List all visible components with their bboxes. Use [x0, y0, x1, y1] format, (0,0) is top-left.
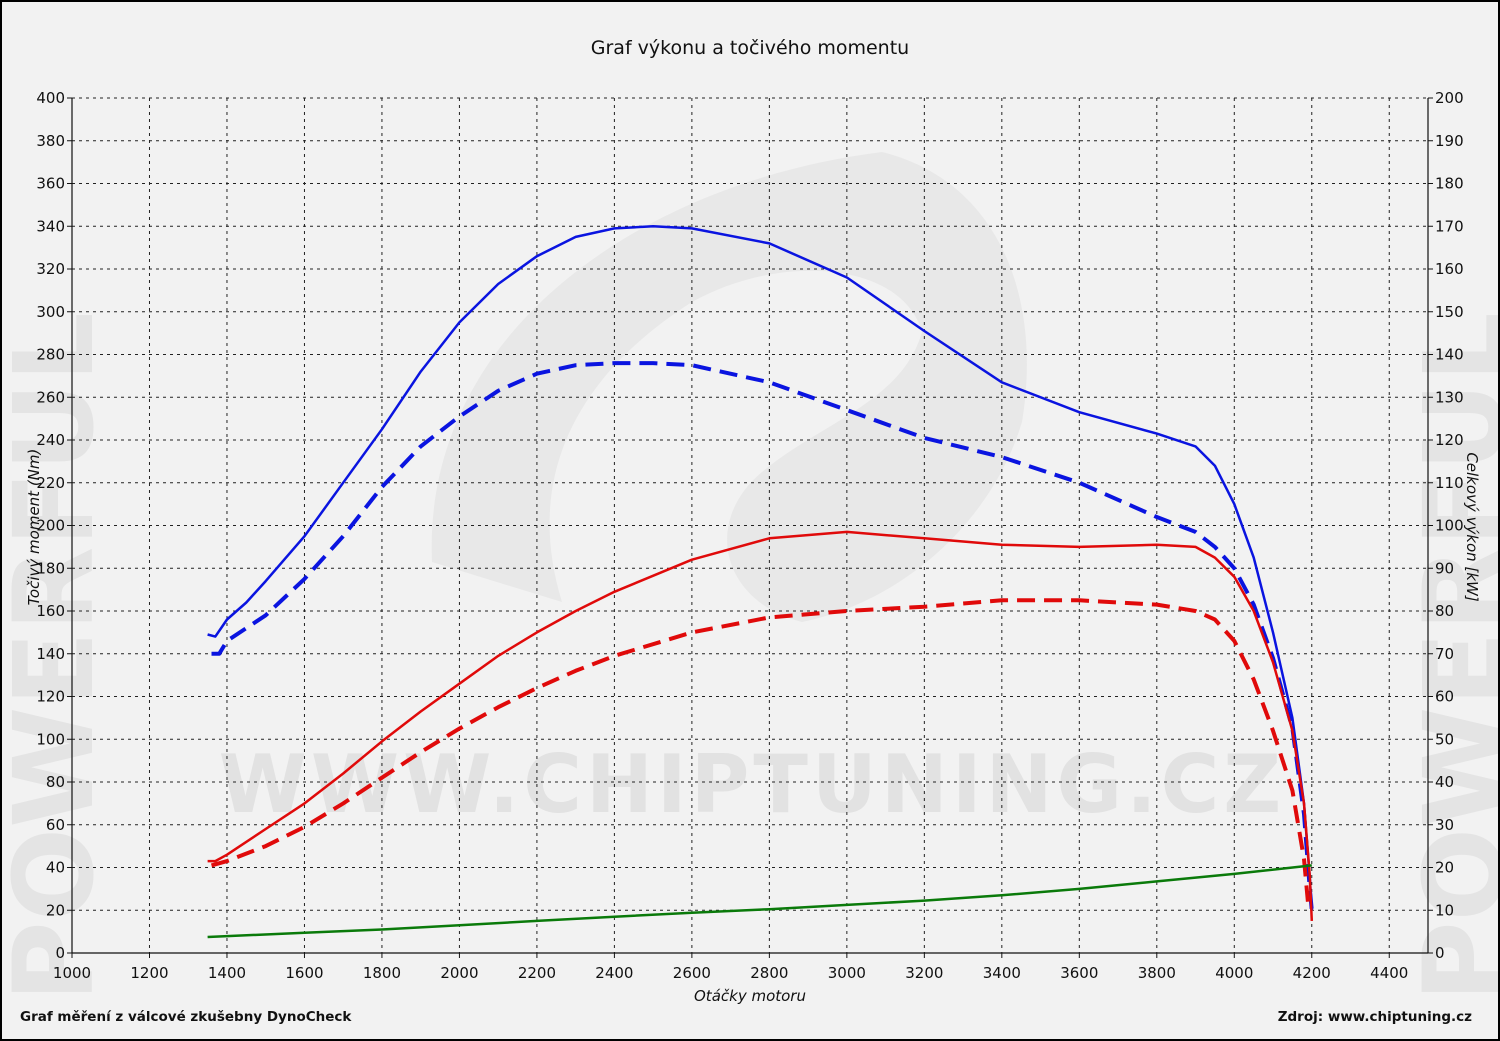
series-line-4 — [210, 598, 1310, 902]
axes — [67, 97, 1433, 958]
y-axis-label-right: Celkový výkon [kW] — [1463, 452, 1481, 602]
series — [207, 225, 1314, 939]
y-tick-label-right: 60 — [1435, 688, 1454, 706]
y-tick-label-left: 100 — [36, 730, 65, 748]
y-tick-label-left: 160 — [36, 602, 65, 620]
x-axis-label: Otáčky motoru — [694, 987, 806, 1005]
x-tick-label: 2200 — [518, 964, 556, 982]
y-tick-label-left: 20 — [46, 901, 65, 919]
y-tick-label-right: 110 — [1435, 474, 1464, 492]
x-tick-label: 3000 — [828, 964, 866, 982]
y-tick-label-right: 130 — [1435, 388, 1464, 406]
y-tick-label-right: 90 — [1435, 559, 1454, 577]
x-tick-label: 1000 — [53, 964, 91, 982]
y-axis-label-left: Točivý moment (Nm) — [25, 449, 43, 606]
watermark-side-left: POWERFUL — [2, 312, 118, 1002]
x-tick-label: 3800 — [1138, 964, 1176, 982]
x-tick-label: 4000 — [1215, 964, 1253, 982]
watermark-url: WWW.CHIPTUNING.CZ — [219, 738, 1286, 831]
y-tick-label-right: 100 — [1435, 517, 1464, 535]
y-tick-label-left: 60 — [46, 816, 65, 834]
y-tick-label-right: 50 — [1435, 730, 1454, 748]
y-tick-label-right: 170 — [1435, 217, 1464, 235]
y-tick-label-left: 400 — [36, 89, 65, 107]
y-tick-label-left: 280 — [36, 346, 65, 364]
y-tick-label-right: 10 — [1435, 901, 1454, 919]
y-tick-label-right: 120 — [1435, 431, 1464, 449]
footer-credit: Zdroj: www.chiptuning.cz — [1278, 1009, 1472, 1025]
x-tick-label: 4200 — [1293, 964, 1331, 982]
series-line-5 — [207, 864, 1312, 939]
y-tick-label-left: 120 — [36, 688, 65, 706]
x-tick-label: 2400 — [595, 964, 633, 982]
x-tick-label: 3600 — [1060, 964, 1098, 982]
y-tick-label-left: 220 — [36, 474, 65, 492]
y-tick-label-right: 0 — [1435, 944, 1445, 962]
y-tick-label-right: 20 — [1435, 859, 1454, 877]
x-tick-label: 1800 — [363, 964, 401, 982]
x-tick-label: 2000 — [440, 964, 478, 982]
y-tick-label-right: 70 — [1435, 645, 1454, 663]
y-tick-label-left: 380 — [36, 132, 65, 150]
series-line-1 — [207, 225, 1314, 911]
tick-labels: 1000 1200 1400 1600 1800 2000 2200 2400 2600 2800… — [36, 89, 1463, 982]
y-tick-label-right: 80 — [1435, 602, 1454, 620]
footer-source-note: Graf měření z válcové zkušebny DynoCheck — [20, 1009, 352, 1025]
y-tick-label-left: 40 — [46, 859, 65, 877]
y-tick-label-left: 180 — [36, 559, 65, 577]
y-tick-label-left: 140 — [36, 645, 65, 663]
y-tick-label-right: 160 — [1435, 260, 1464, 278]
y-tick-label-left: 240 — [36, 431, 65, 449]
x-tick-label: 1600 — [285, 964, 323, 982]
x-tick-label: 2600 — [673, 964, 711, 982]
y-tick-label-left: 300 — [36, 303, 65, 321]
x-tick-label: 1400 — [208, 964, 246, 982]
watermark-logo-shape — [431, 152, 1027, 622]
series-line-3 — [207, 530, 1314, 921]
x-tick-label: 3200 — [905, 964, 943, 982]
y-tick-label-left: 200 — [36, 517, 65, 535]
y-tick-label-left: 260 — [36, 388, 65, 406]
y-tick-label-left: 80 — [46, 773, 65, 791]
y-tick-label-left: 360 — [36, 175, 65, 193]
y-tick-label-left: 340 — [36, 217, 65, 235]
series-line-2 — [211, 361, 1314, 911]
grid — [72, 97, 1428, 953]
y-tick-label-left: 0 — [55, 944, 65, 962]
y-tick-label-right: 190 — [1435, 132, 1464, 150]
x-tick-label: 4400 — [1370, 964, 1408, 982]
chart-title: Graf výkonu a točivého momentu — [591, 37, 909, 59]
y-tick-label-right: 30 — [1435, 816, 1454, 834]
x-tick-label: 3400 — [983, 964, 1021, 982]
x-tick-label: 1200 — [130, 964, 168, 982]
y-tick-label-right: 40 — [1435, 773, 1454, 791]
y-tick-label-right: 150 — [1435, 303, 1464, 321]
y-tick-label-right: 180 — [1435, 175, 1464, 193]
watermark: WWW.CHIPTUNING.CZ POWERFUL POWERFUL — [2, 152, 1498, 1002]
y-tick-label-right: 140 — [1435, 346, 1464, 364]
x-tick-label: 2800 — [750, 964, 788, 982]
watermark-side-right: POWERFUL — [1400, 312, 1498, 1002]
y-tick-label-left: 320 — [36, 260, 65, 278]
y-tick-label-right: 200 — [1435, 89, 1464, 107]
